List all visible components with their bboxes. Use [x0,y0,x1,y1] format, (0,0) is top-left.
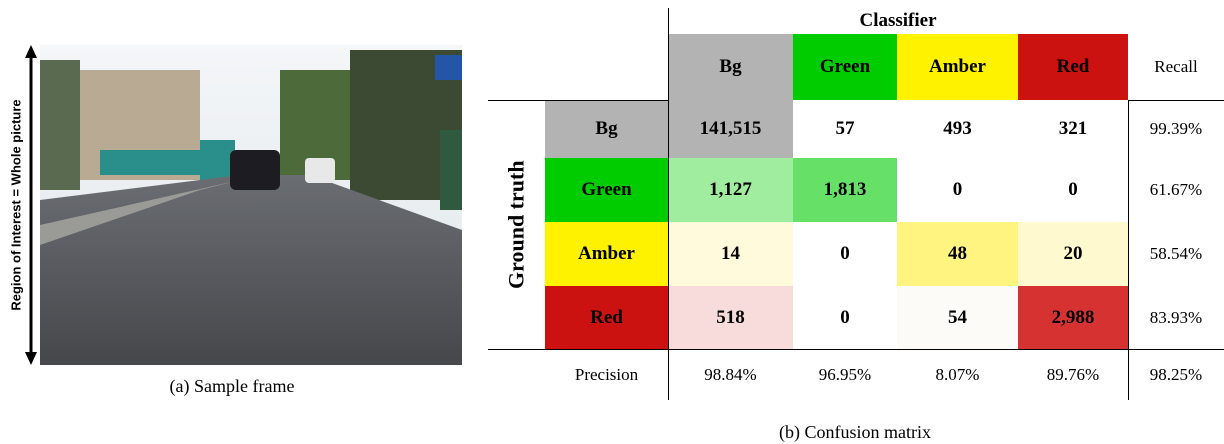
row-group-label: Ground truth [503,160,529,289]
rule [1128,100,1224,101]
matrix-cell: 2,988 [1018,286,1128,349]
precision-cell: 89.76% [1046,364,1100,384]
matrix-cell: 0 [1068,179,1078,200]
caption: (b) Confusion matrix [779,421,931,442]
rule [668,8,669,400]
matrix-cell: 518 [668,286,793,349]
precision-cell: 98.84% [704,364,757,384]
recall-cell: 58.54% [1149,244,1203,263]
matrix-cell: 20 [1018,222,1128,286]
column-header: Red [1018,34,1128,100]
recall-cell: 61.67% [1149,180,1203,199]
arrow-head [25,352,37,365]
matrix-cell: 493 [943,118,972,139]
sample-frame-figure: Region of Interest = Whole picture (a) S… [8,45,462,397]
matrix-cell: 54 [897,286,1018,349]
recall-cell: 99.39% [1149,119,1203,138]
matrix-cell: 0 [952,179,963,200]
precision-cell: 8.07% [935,364,980,384]
rule [488,349,1224,350]
column-header: Green [793,34,897,100]
matrix-cell: 0 [840,306,850,328]
matrix-cell: 57 [835,118,855,139]
matrix-cell: 141,515 [668,100,793,158]
matrix-cell: 0 [840,243,850,264]
row-header: Bg [545,100,668,158]
row-header: Green [545,158,668,222]
caption: (a) Sample frame [170,376,295,397]
precision-cell: 98.25% [1149,364,1203,384]
precision-cell: 96.95% [818,364,872,384]
matrix-cell: 1,127 [668,158,793,222]
matrix-cell: 321 [1058,118,1088,139]
column-header: Recall [1154,57,1198,76]
row-header: Amber [545,222,668,286]
arrow-head [25,45,37,58]
roi-label: Region of Interest = Whole picture [8,99,23,310]
row-header: Red [545,286,668,349]
precision-header: Precision [574,364,639,384]
photo [40,45,462,365]
column-group-label: Classifier [859,10,937,31]
matrix-cell: 14 [668,222,793,286]
column-header: Bg [668,34,793,100]
rule [1128,100,1129,400]
column-header: Amber [897,34,1018,100]
rule [488,100,668,101]
matrix-cell: 1,813 [793,158,897,222]
recall-cell: 83.93% [1149,307,1203,327]
matrix-cell: 48 [897,222,1018,286]
